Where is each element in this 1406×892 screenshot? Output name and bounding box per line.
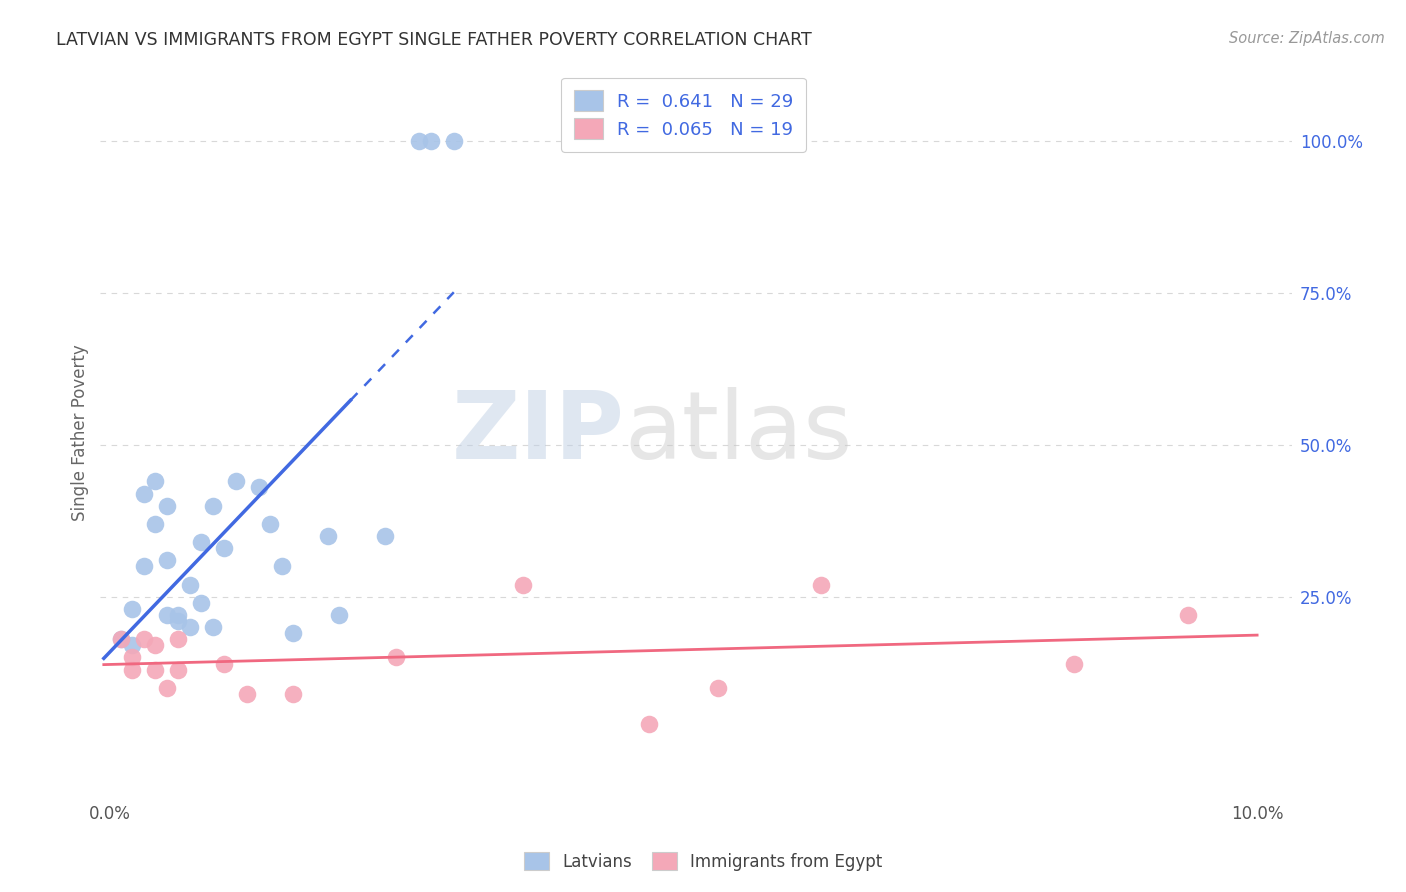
Point <box>156 553 179 567</box>
Point <box>167 614 190 628</box>
Point <box>179 577 201 591</box>
Point <box>145 663 167 677</box>
Point <box>236 687 259 701</box>
Point <box>156 681 179 695</box>
Point <box>121 602 143 616</box>
Point <box>156 499 179 513</box>
Point <box>638 717 661 731</box>
Point <box>443 135 465 149</box>
Point <box>132 559 155 574</box>
Point <box>270 559 292 574</box>
Point <box>374 529 396 543</box>
Point <box>121 650 143 665</box>
Text: LATVIAN VS IMMIGRANTS FROM EGYPT SINGLE FATHER POVERTY CORRELATION CHART: LATVIAN VS IMMIGRANTS FROM EGYPT SINGLE … <box>56 31 813 49</box>
Point <box>316 529 339 543</box>
Point <box>201 499 224 513</box>
Point <box>706 681 728 695</box>
Point <box>419 135 441 149</box>
Point <box>179 620 201 634</box>
Point <box>214 541 236 556</box>
Legend: R =  0.641   N = 29, R =  0.065   N = 19: R = 0.641 N = 29, R = 0.065 N = 19 <box>561 78 806 152</box>
Point <box>145 516 167 531</box>
Point <box>190 596 212 610</box>
Point <box>408 135 430 149</box>
Point <box>1063 657 1085 671</box>
Point <box>167 632 190 647</box>
Point <box>167 663 190 677</box>
Point <box>810 577 832 591</box>
Point <box>1177 607 1199 622</box>
Point <box>281 687 304 701</box>
Text: atlas: atlas <box>624 387 852 479</box>
Point <box>156 607 179 622</box>
Point <box>247 481 270 495</box>
Text: ZIP: ZIP <box>451 387 624 479</box>
Point <box>385 650 408 665</box>
Point <box>214 657 236 671</box>
Point <box>110 632 132 647</box>
Point <box>167 607 190 622</box>
Point <box>328 607 350 622</box>
Point <box>259 516 281 531</box>
Point <box>201 620 224 634</box>
Y-axis label: Single Father Poverty: Single Father Poverty <box>72 344 89 521</box>
Point <box>190 535 212 549</box>
Point <box>512 577 534 591</box>
Point <box>281 626 304 640</box>
Point <box>132 632 155 647</box>
Point <box>145 638 167 652</box>
Legend: Latvians, Immigrants from Egypt: Latvians, Immigrants from Egypt <box>516 844 890 880</box>
Point <box>110 632 132 647</box>
Point <box>225 475 247 489</box>
Point <box>145 475 167 489</box>
Point <box>132 486 155 500</box>
Point <box>121 663 143 677</box>
Point <box>121 638 143 652</box>
Text: Source: ZipAtlas.com: Source: ZipAtlas.com <box>1229 31 1385 46</box>
